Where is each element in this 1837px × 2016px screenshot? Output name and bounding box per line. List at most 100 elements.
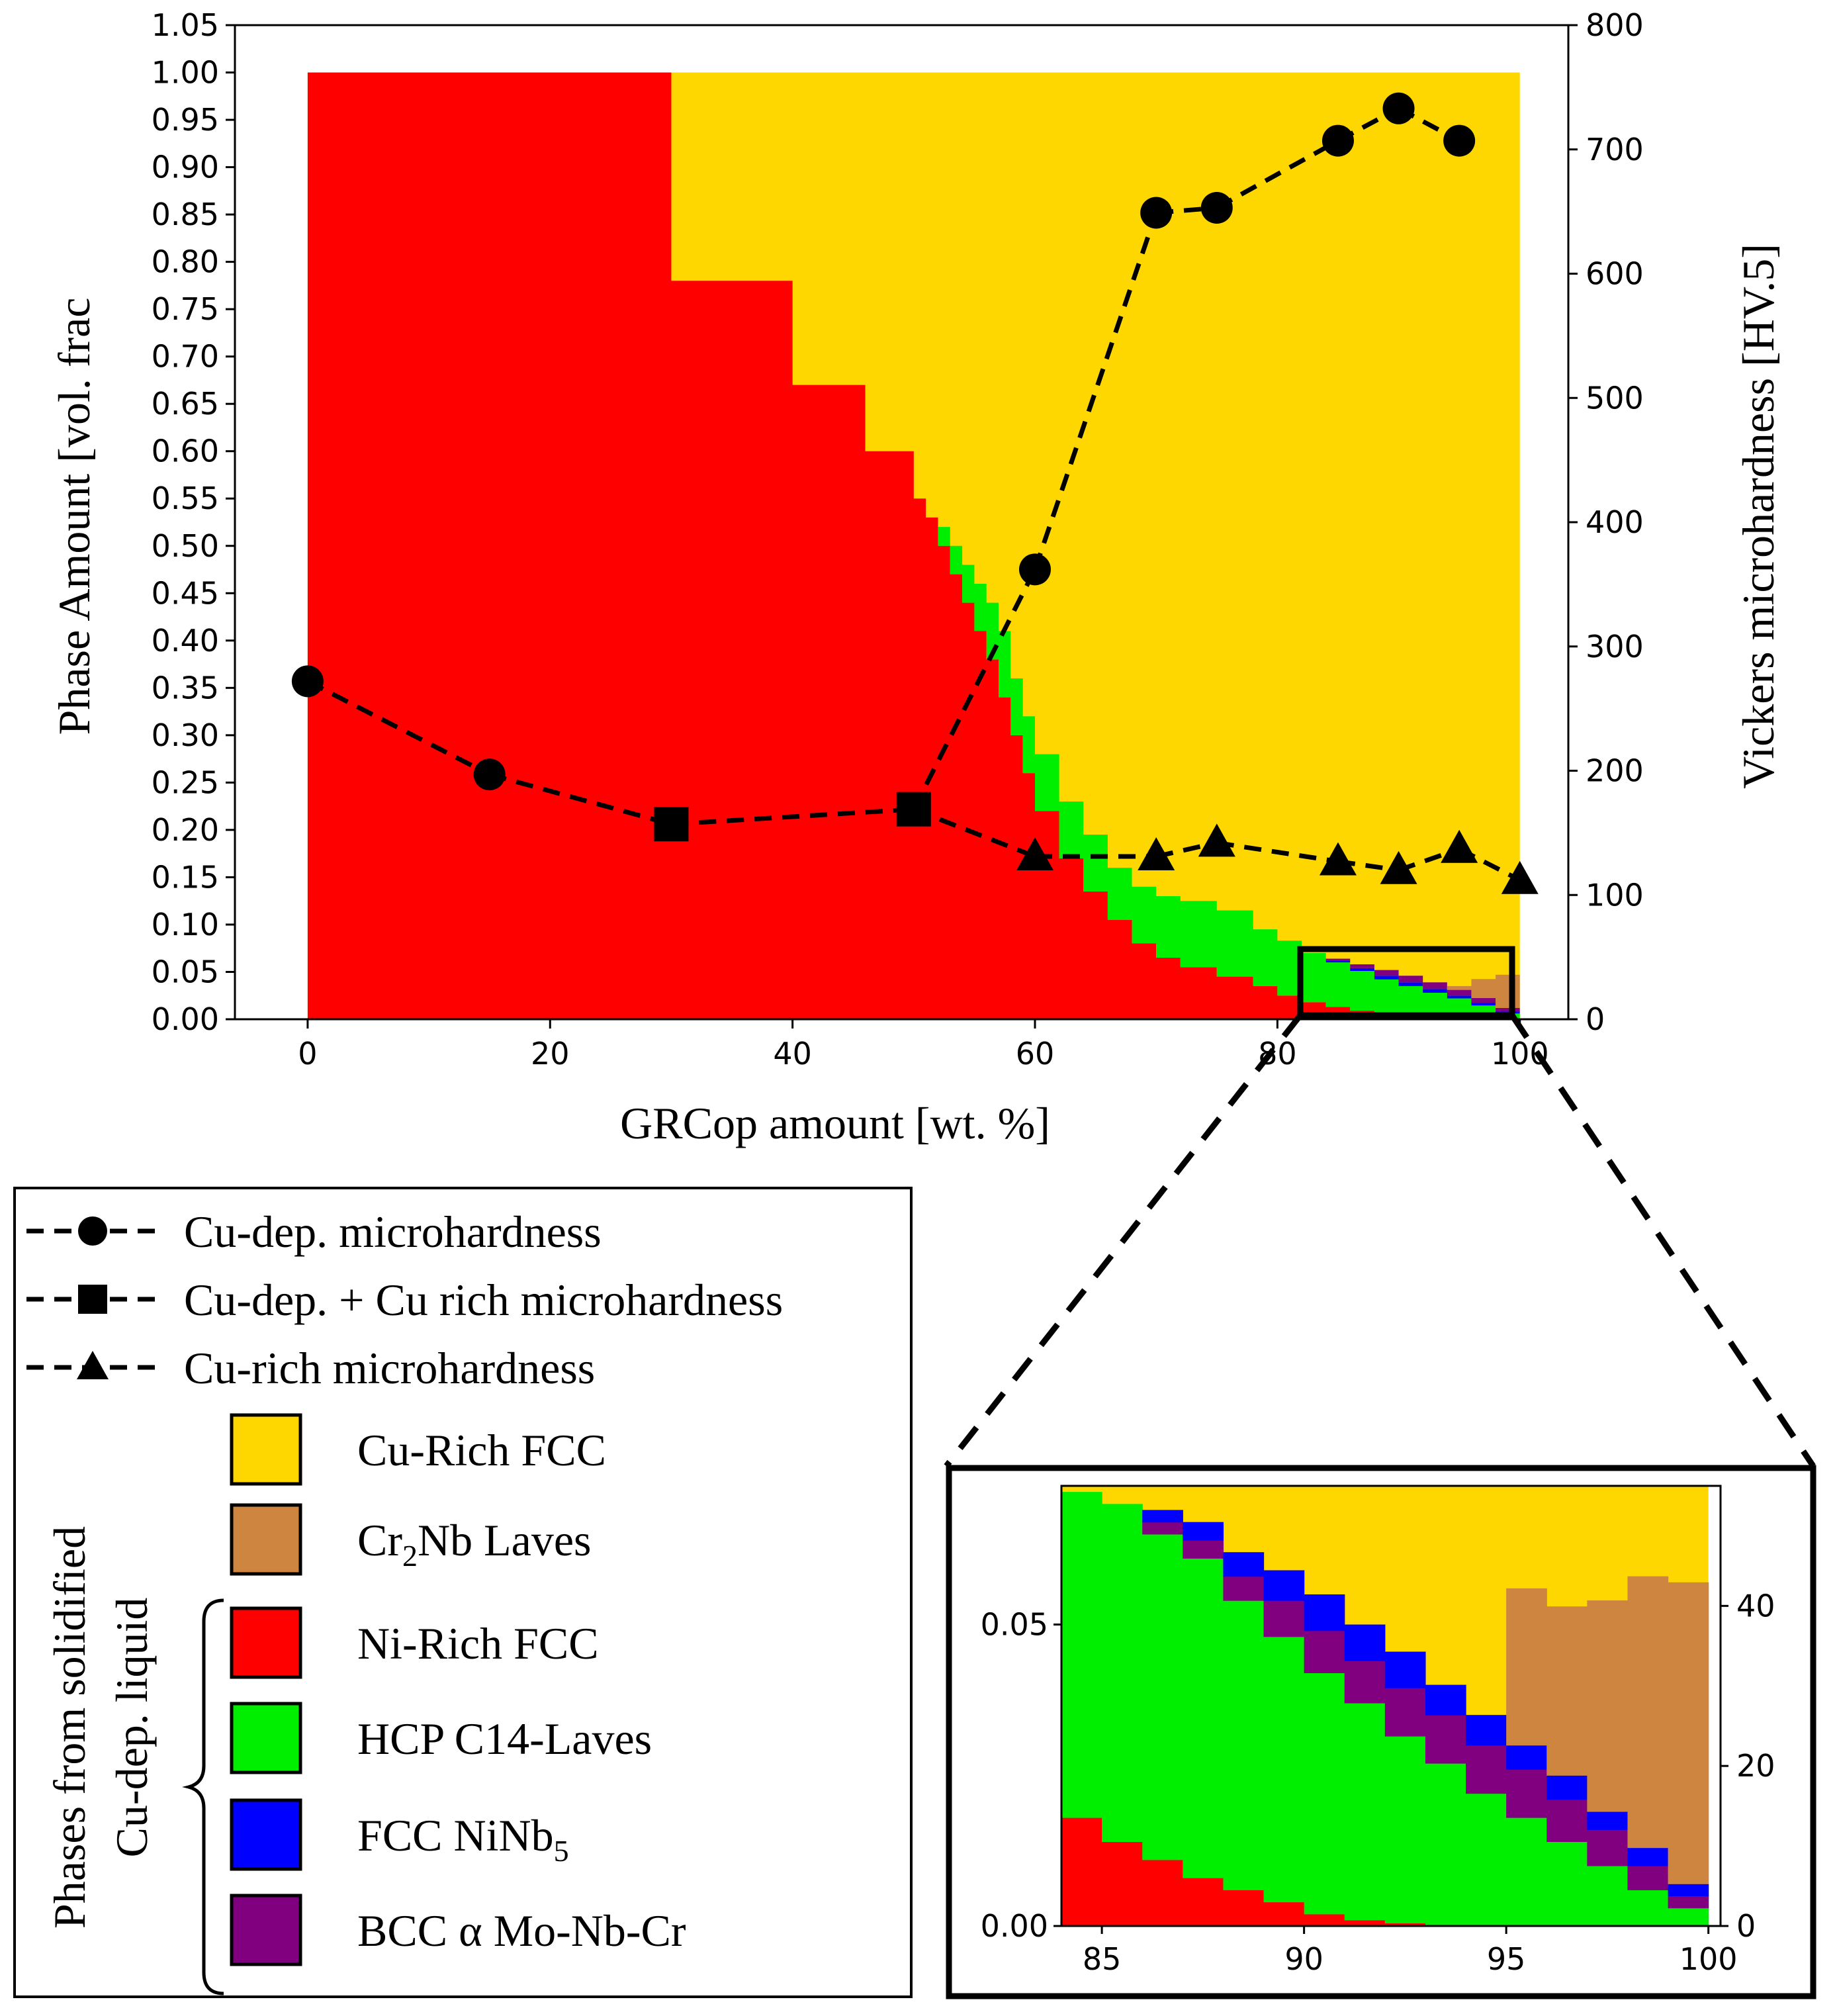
marker-circle-60 bbox=[1019, 553, 1051, 586]
inset-chart: 85 90 95 100 0.00 0.05 0 20 40 bbox=[946, 1465, 1816, 1999]
inset-bar-cr2nb-laves bbox=[1506, 1588, 1547, 1746]
hardness-line-segment bbox=[911, 568, 1038, 811]
inset-plot-frame bbox=[1060, 1485, 1722, 1927]
hardness-line-segment bbox=[671, 807, 915, 827]
y-tick-label: 0.25 bbox=[152, 764, 219, 800]
y-tick-label: 0.15 bbox=[152, 859, 219, 895]
inset-bar-hcp-c14-laves bbox=[1668, 1907, 1709, 1927]
inset-bar-fcc-ninb5 bbox=[1223, 1552, 1265, 1577]
inset-bar-cr2nb-laves bbox=[1668, 1582, 1709, 1884]
inset-bar-hcp-c14-laves bbox=[1546, 1841, 1588, 1927]
inset-bar-fcc-ninb5 bbox=[1304, 1594, 1345, 1631]
y2-tick-label: 400 bbox=[1586, 504, 1644, 540]
marker-circle-0 bbox=[291, 665, 324, 698]
legend-marker-square bbox=[78, 1285, 107, 1314]
main-chart: 0 20 40 60 80 1000.000.050.100.150.200.250.30… bbox=[49, 7, 1783, 1148]
inset-bar-hcp-c14-laves bbox=[1102, 1504, 1143, 1843]
hardness-markers bbox=[291, 92, 1539, 894]
hardness-line-segment bbox=[1216, 840, 1339, 864]
y2-tick-label: 600 bbox=[1586, 256, 1644, 292]
inset-bar-ni-rich-fcc bbox=[1384, 1923, 1426, 1927]
inset-bar-hcp-c14-laves bbox=[1344, 1702, 1386, 1921]
legend-group-label-2: Cu-dep. liquid bbox=[107, 1598, 157, 1858]
inset-bar-bcc-mo-nb-cr bbox=[1506, 1769, 1547, 1818]
y-axis-title: Phase Amount [vol. frac bbox=[49, 298, 99, 735]
y-tick-label: 0.05 bbox=[152, 954, 219, 989]
legend-marker-triangle bbox=[77, 1351, 109, 1379]
inset-bar-hcp-c14-laves bbox=[1061, 1492, 1102, 1818]
inset-x-tick-label: 90 bbox=[1284, 1941, 1323, 1977]
legend-patch-label: HCP C14-Laves bbox=[357, 1714, 652, 1764]
inset-bar-hcp-c14-laves bbox=[1142, 1534, 1183, 1860]
x-tick-label: 0 bbox=[298, 1036, 317, 1072]
inset-bar-fcc-ninb5 bbox=[1506, 1745, 1547, 1770]
marker-square-30 bbox=[654, 807, 689, 842]
zoom-connector-left bbox=[944, 1013, 1303, 1468]
inset-bar-bcc-mo-nb-cr bbox=[1668, 1896, 1709, 1909]
y-tick-label: 0.55 bbox=[152, 481, 219, 516]
marker-triangle-95 bbox=[1441, 829, 1478, 863]
x-tick-label: 60 bbox=[1016, 1036, 1055, 1072]
inset-bar-hcp-c14-laves bbox=[1587, 1865, 1629, 1927]
y-tick-label: 0.95 bbox=[152, 102, 219, 138]
inset-bar-cr2nb-laves bbox=[1627, 1576, 1669, 1849]
y2-tick-label: 500 bbox=[1586, 380, 1644, 416]
y-tick-label: 0.60 bbox=[152, 434, 219, 469]
inset-bar-hcp-c14-laves bbox=[1466, 1793, 1507, 1927]
legend-line-label: Cu-dep. + Cu rich microhardness bbox=[184, 1275, 783, 1325]
y-tick-label: 0.35 bbox=[152, 670, 219, 706]
inset-bar-cr2nb-laves bbox=[1587, 1600, 1629, 1812]
inset-bar-bcc-mo-nb-cr bbox=[1384, 1688, 1426, 1737]
marker-square-50 bbox=[896, 792, 931, 827]
y2-tick-label: 300 bbox=[1586, 629, 1644, 664]
x-tick-label: 40 bbox=[773, 1036, 812, 1072]
inset-bar-bcc-mo-nb-cr bbox=[1142, 1522, 1183, 1535]
inset-x-tick-label: 95 bbox=[1487, 1941, 1526, 1977]
y-tick-label: 0.45 bbox=[152, 575, 219, 611]
inset-bar-ni-rich-fcc bbox=[1263, 1901, 1305, 1927]
y-tick-label: 0.90 bbox=[152, 150, 219, 185]
inset-bar-bcc-mo-nb-cr bbox=[1223, 1576, 1265, 1601]
inset-bar-fcc-ninb5 bbox=[1183, 1522, 1224, 1541]
legend-swatch-fcc-ninb bbox=[230, 1798, 302, 1871]
zoom-connectors bbox=[944, 1013, 1816, 1468]
y-tick-label: 0.75 bbox=[152, 291, 219, 327]
legend-swatch-cu-rich-fcc bbox=[230, 1413, 302, 1486]
legend-group-label-1: Phases from solidified bbox=[44, 1526, 95, 1929]
legend-patch-label: FCC NiNb5 bbox=[357, 1810, 569, 1868]
legend-line-entries: Cu-dep. microhardness Cu-dep. + Cu rich m… bbox=[26, 1207, 783, 1393]
inset-bar-hcp-c14-laves bbox=[1384, 1736, 1426, 1924]
legend-frame bbox=[13, 1187, 913, 1998]
legend-patch-label: Cr2Nb Laves bbox=[357, 1515, 591, 1573]
x-axis-title: GRCop amount [wt. %] bbox=[620, 1098, 1050, 1148]
legend-patch-entries: Cu-Rich FCC Cr2Nb Laves Ni-Rich FCC HCP C14… bbox=[230, 1413, 686, 1966]
inset-y2-tick-label: 0 bbox=[1736, 1908, 1756, 1944]
inset-bar-cr2nb-laves bbox=[1546, 1606, 1588, 1776]
legend: Cu-dep. microhardness Cu-dep. + Cu rich m… bbox=[13, 1187, 913, 1998]
marker-triangle-100 bbox=[1501, 860, 1539, 894]
marker-circle-85 bbox=[1322, 124, 1354, 157]
inset-bar-hcp-c14-laves bbox=[1183, 1558, 1224, 1878]
inset-bar-ni-rich-fcc bbox=[1061, 1817, 1102, 1927]
marker-circle-70 bbox=[1140, 197, 1173, 229]
hardness-line-segment bbox=[1032, 212, 1159, 571]
inset-bar-bcc-mo-nb-cr bbox=[1587, 1829, 1629, 1866]
inset-x-tick-label: 100 bbox=[1680, 1941, 1738, 1977]
inset-phase-areas bbox=[1061, 1486, 1709, 1927]
inset-bar-fcc-ninb5 bbox=[1546, 1775, 1588, 1800]
x-tick-label: 20 bbox=[531, 1036, 570, 1072]
phase-area-ni-rich-fcc bbox=[307, 72, 1520, 1020]
inset-bar-fcc-ninb5 bbox=[1425, 1684, 1466, 1716]
inset-bar-hcp-c14-laves bbox=[1506, 1817, 1547, 1927]
legend-swatch-bcc-mo-nb-cr bbox=[230, 1894, 302, 1966]
y-tick-label: 1.05 bbox=[152, 7, 219, 43]
marker-triangle-75 bbox=[1198, 823, 1235, 857]
y-tick-label: 0.80 bbox=[152, 244, 219, 280]
inset-bar-fcc-ninb5 bbox=[1627, 1847, 1669, 1866]
y2-tick-label: 100 bbox=[1586, 877, 1644, 913]
inset-bar-bcc-mo-nb-cr bbox=[1425, 1715, 1466, 1764]
inset-bar-ni-rich-fcc bbox=[1223, 1890, 1265, 1927]
y-tick-label: 0.00 bbox=[152, 1001, 219, 1037]
inset-bar-hcp-c14-laves bbox=[1627, 1890, 1669, 1927]
inset-bar-ni-rich-fcc bbox=[1183, 1878, 1224, 1927]
